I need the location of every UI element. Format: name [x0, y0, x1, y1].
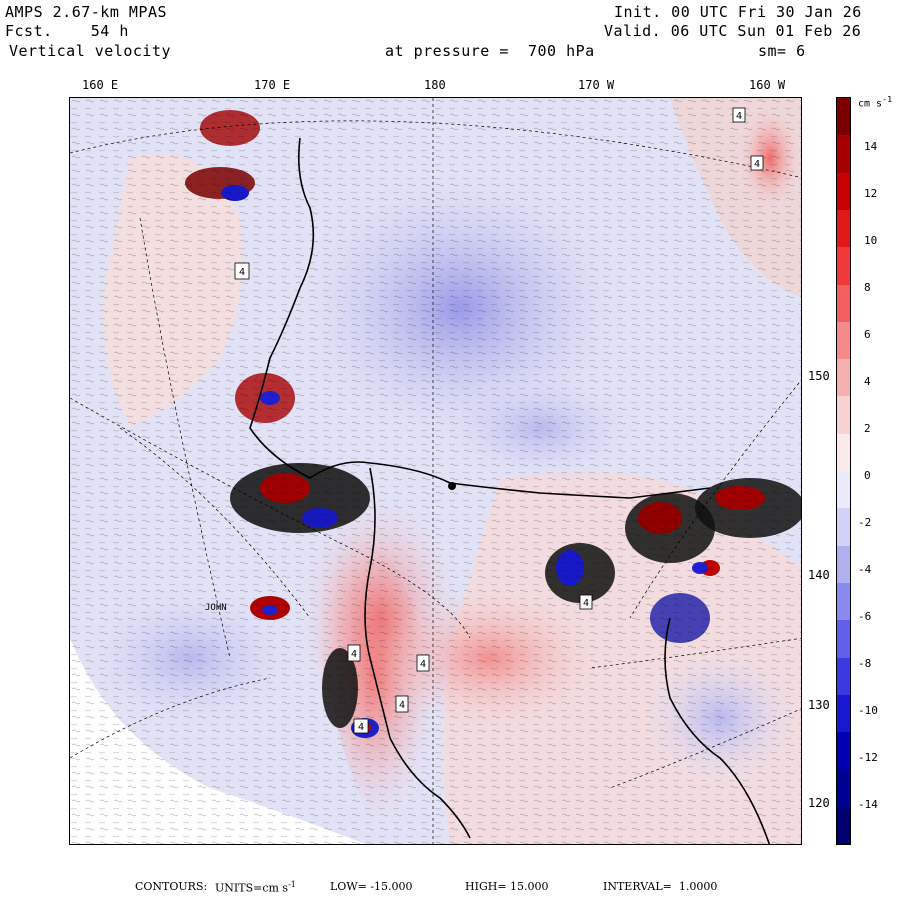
contour-label-4: 4	[583, 598, 589, 609]
colorbar-tick-label: -6	[858, 610, 872, 623]
colorbar-tick-label: 4	[864, 375, 871, 388]
colorbar-swatch	[837, 98, 850, 136]
smoothing-label: sm= 6	[758, 42, 806, 60]
footer-units: UNITS=cm s-1	[215, 880, 296, 895]
footer-contours: CONTOURS:	[135, 880, 208, 893]
colorbar-swatch	[837, 508, 850, 547]
colorbar-tick-label: 0	[864, 469, 871, 482]
colorbar-tick-label: 14	[864, 140, 878, 153]
colorbar-swatch	[837, 582, 850, 621]
colorbar-tick-label: -14	[858, 798, 878, 811]
colorbar-swatch	[837, 247, 850, 285]
station-marker	[448, 482, 456, 490]
lon-label-170e: 170 E	[254, 78, 291, 92]
colorbar-tick-label: 10	[864, 234, 878, 247]
map-canvas: 4 4 4 4 4 4 4 4 JOHN	[70, 98, 801, 844]
contour-label-6: 4	[420, 659, 426, 670]
coastline-ross-ice-shelf	[249, 137, 711, 499]
colorbar-swatch	[837, 172, 850, 211]
graticule	[70, 98, 801, 844]
footer-high: HIGH= 15.000	[465, 880, 549, 893]
colorbar-swatch	[837, 433, 850, 472]
footer-low: LOW= -15.000	[330, 880, 413, 893]
footer-interval: INTERVAL= 1.0000	[603, 880, 718, 893]
forecast-hour: Fcst. 54 h	[5, 22, 129, 40]
colorbar-swatch	[837, 657, 850, 696]
colorbar-unit: cm s-1	[858, 94, 893, 110]
colorbar-tick-label: -10	[858, 704, 878, 717]
colorbar-swatch	[837, 694, 850, 733]
colorbar-swatch	[837, 620, 850, 658]
colorbar-swatch	[837, 806, 850, 845]
contour-label-5: 4	[351, 649, 357, 660]
colorbar-tick-label: 8	[864, 281, 871, 294]
init-time: Init. 00 UTC Fri 30 Jan 26	[614, 3, 862, 21]
colorbar-swatch	[837, 471, 850, 509]
valid-time: Valid. 06 UTC Sun 01 Feb 26	[604, 22, 862, 40]
contour-label-2: 4	[754, 159, 760, 170]
contour-labels: 4 4 4 4 4 4 4 4	[234, 107, 764, 734]
colorbar-swatch	[837, 396, 850, 435]
lon-label-180: 180	[424, 78, 446, 92]
colorbar-swatch	[837, 284, 850, 323]
colorbar-swatch	[837, 545, 850, 584]
contour-label-1: 4	[736, 111, 742, 122]
colorbar-tick-label: 12	[864, 187, 878, 200]
pressure-level: at pressure = 700 hPa	[385, 42, 595, 60]
field-name: Vertical velocity	[9, 42, 172, 60]
contour-texture	[70, 98, 801, 844]
colorbar-swatch	[837, 732, 850, 770]
coastline-transantarctic	[364, 467, 471, 839]
lon-label-160w: 160 W	[749, 78, 786, 92]
lon-label-170w: 170 W	[578, 78, 615, 92]
colorbar	[836, 97, 851, 845]
colorbar-swatch	[837, 209, 850, 248]
colorbar-swatch	[837, 769, 850, 808]
colorbar-tick-label: 2	[864, 422, 871, 435]
vertical-velocity-map: 4 4 4 4 4 4 4 4 JOHN	[69, 97, 802, 845]
colorbar-tick-label: -4	[858, 563, 872, 576]
place-label-john: JOHN	[205, 603, 227, 613]
contour-label-8: 4	[358, 722, 364, 733]
colorbar-tick-label: -12	[858, 751, 878, 764]
model-title: AMPS 2.67-km MPAS	[5, 3, 168, 21]
colorbar-swatch	[837, 359, 850, 397]
colorbar-tick-label: 6	[864, 328, 871, 341]
lon-label-160e: 160 E	[82, 78, 119, 92]
colorbar-swatch	[837, 135, 850, 174]
colorbar-tick-label: -8	[858, 657, 872, 670]
contour-label-7: 4	[399, 700, 405, 711]
contour-label-3: 4	[239, 267, 245, 278]
colorbar-swatch	[837, 321, 850, 360]
colorbar-tick-label: -2	[858, 516, 872, 529]
